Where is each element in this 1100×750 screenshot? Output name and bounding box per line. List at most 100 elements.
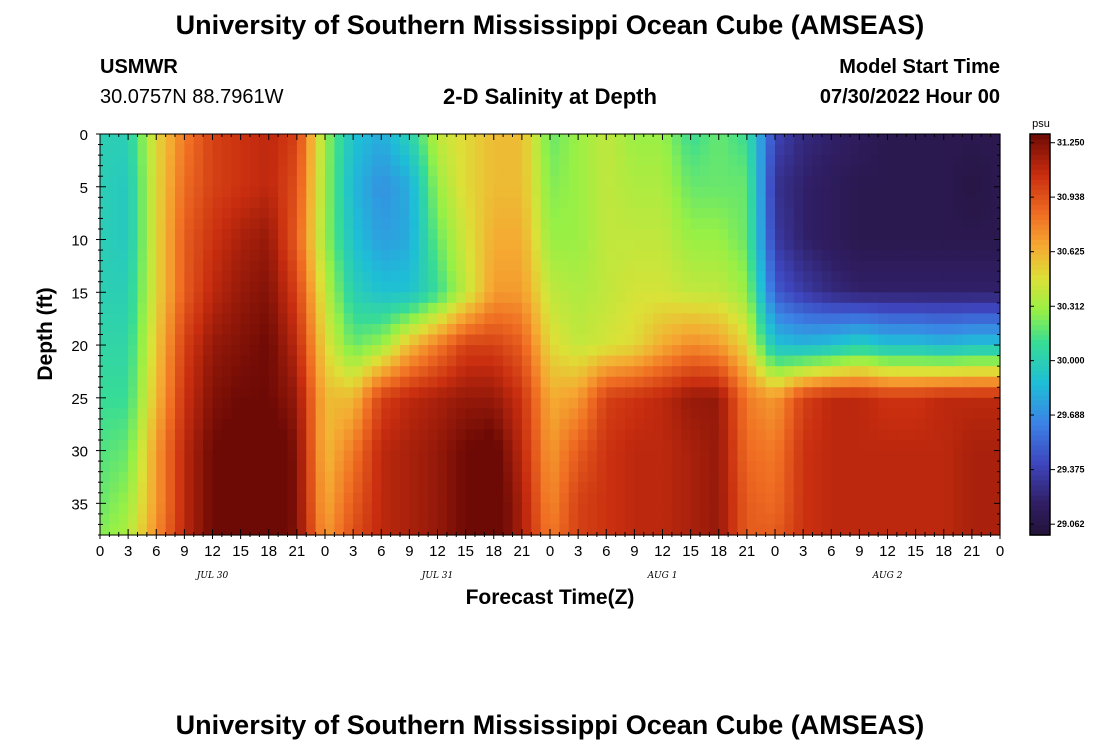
heatmap-cell bbox=[306, 239, 317, 251]
heatmap-cell bbox=[868, 207, 879, 220]
heatmap-cell bbox=[643, 355, 654, 367]
heatmap-cell bbox=[109, 492, 120, 504]
heatmap-cell bbox=[634, 503, 645, 515]
heatmap-cell bbox=[156, 471, 167, 483]
heatmap-cell bbox=[296, 186, 307, 198]
heatmap-cell bbox=[381, 492, 392, 504]
heatmap-cell bbox=[503, 471, 514, 483]
heatmap-cell bbox=[484, 155, 495, 167]
heatmap-cell bbox=[456, 461, 467, 473]
heatmap-cell bbox=[990, 250, 1001, 262]
heatmap-cell bbox=[521, 281, 532, 293]
heatmap-cell bbox=[428, 334, 439, 346]
heatmap-cell bbox=[409, 302, 420, 314]
heatmap-cell bbox=[981, 440, 992, 452]
heatmap-cell bbox=[596, 239, 607, 251]
heatmap-cell bbox=[878, 355, 889, 367]
heatmap-cell bbox=[287, 355, 298, 367]
heatmap-cell bbox=[709, 503, 720, 515]
heatmap-cell bbox=[156, 197, 167, 209]
heatmap-cell bbox=[315, 218, 326, 230]
heatmap-cell bbox=[615, 207, 626, 220]
heatmap-cell bbox=[971, 503, 982, 515]
heatmap-cell bbox=[390, 176, 401, 188]
heatmap-cell bbox=[803, 302, 814, 314]
heatmap-cell bbox=[334, 197, 345, 209]
heatmap-cell bbox=[521, 513, 532, 526]
heatmap-cell bbox=[756, 418, 767, 431]
heatmap-cell bbox=[840, 207, 851, 220]
heatmap-cell bbox=[962, 207, 973, 220]
heatmap-cell bbox=[934, 197, 945, 209]
heatmap-cell bbox=[718, 228, 729, 241]
heatmap-cell bbox=[400, 292, 410, 304]
heatmap-cell bbox=[812, 397, 823, 409]
heatmap-cell bbox=[568, 281, 579, 293]
heatmap-cell bbox=[475, 165, 485, 177]
heatmap-cell bbox=[793, 513, 804, 526]
heatmap-cell bbox=[578, 260, 589, 272]
heatmap-cell bbox=[540, 313, 551, 325]
heatmap-cell bbox=[165, 397, 176, 409]
heatmap-cell bbox=[606, 207, 617, 220]
heatmap-cell bbox=[493, 524, 504, 536]
heatmap-cell bbox=[203, 155, 214, 167]
x-day-label: JUL 30 bbox=[195, 571, 229, 581]
heatmap-cell bbox=[550, 197, 560, 209]
heatmap-cell bbox=[878, 134, 889, 146]
heatmap-cell bbox=[306, 197, 317, 209]
heatmap-cell bbox=[381, 524, 392, 536]
heatmap-cell bbox=[203, 323, 214, 336]
heatmap-cell bbox=[231, 440, 242, 452]
heatmap-cell bbox=[653, 366, 664, 378]
heatmap-cell bbox=[184, 281, 195, 293]
heatmap-cell bbox=[512, 408, 523, 420]
heatmap-cell bbox=[803, 197, 814, 209]
heatmap-cell bbox=[981, 155, 992, 167]
heatmap-cell bbox=[868, 482, 879, 494]
heatmap-cell bbox=[756, 461, 767, 473]
heatmap-cell bbox=[353, 207, 364, 220]
heatmap-cell bbox=[971, 250, 982, 262]
heatmap-cell bbox=[268, 186, 279, 198]
colorbar-segment bbox=[1030, 324, 1050, 331]
heatmap-cell bbox=[859, 355, 870, 367]
heatmap-cell bbox=[296, 461, 307, 473]
heatmap-cell bbox=[971, 323, 982, 336]
heatmap-cell bbox=[193, 503, 204, 515]
heatmap-cell bbox=[118, 366, 129, 378]
heatmap-cell bbox=[812, 197, 823, 209]
heatmap-cell bbox=[325, 366, 335, 378]
heatmap-cell bbox=[728, 418, 739, 431]
heatmap-cell bbox=[925, 228, 935, 241]
heatmap-cell bbox=[540, 408, 551, 420]
heatmap-cell bbox=[325, 144, 335, 156]
heatmap-cell bbox=[484, 429, 495, 441]
heatmap-cell bbox=[587, 292, 598, 304]
heatmap-cell bbox=[690, 471, 701, 483]
heatmap-cell bbox=[437, 513, 448, 526]
heatmap-cell bbox=[934, 292, 945, 304]
heatmap-cell bbox=[793, 323, 804, 336]
heatmap-cell bbox=[268, 387, 279, 399]
heatmap-cell bbox=[896, 250, 907, 262]
heatmap-cell bbox=[850, 323, 860, 336]
heatmap-cell bbox=[353, 313, 364, 325]
heatmap-cell bbox=[503, 197, 514, 209]
heatmap-cell bbox=[409, 450, 420, 462]
heatmap-cell bbox=[418, 366, 429, 378]
heatmap-cell bbox=[240, 176, 251, 188]
heatmap-cell bbox=[803, 228, 814, 241]
heatmap-cell bbox=[728, 165, 739, 177]
heatmap-cell bbox=[887, 471, 898, 483]
heatmap-cell bbox=[531, 482, 542, 494]
heatmap-cell bbox=[606, 503, 617, 515]
heatmap-cell bbox=[878, 207, 889, 220]
heatmap-cell bbox=[906, 334, 917, 346]
heatmap-cell bbox=[100, 197, 110, 209]
heatmap-cell bbox=[971, 440, 982, 452]
heatmap-cell bbox=[296, 292, 307, 304]
heatmap-cell bbox=[165, 513, 176, 526]
heatmap-cell bbox=[371, 134, 382, 146]
heatmap-cell bbox=[296, 440, 307, 452]
